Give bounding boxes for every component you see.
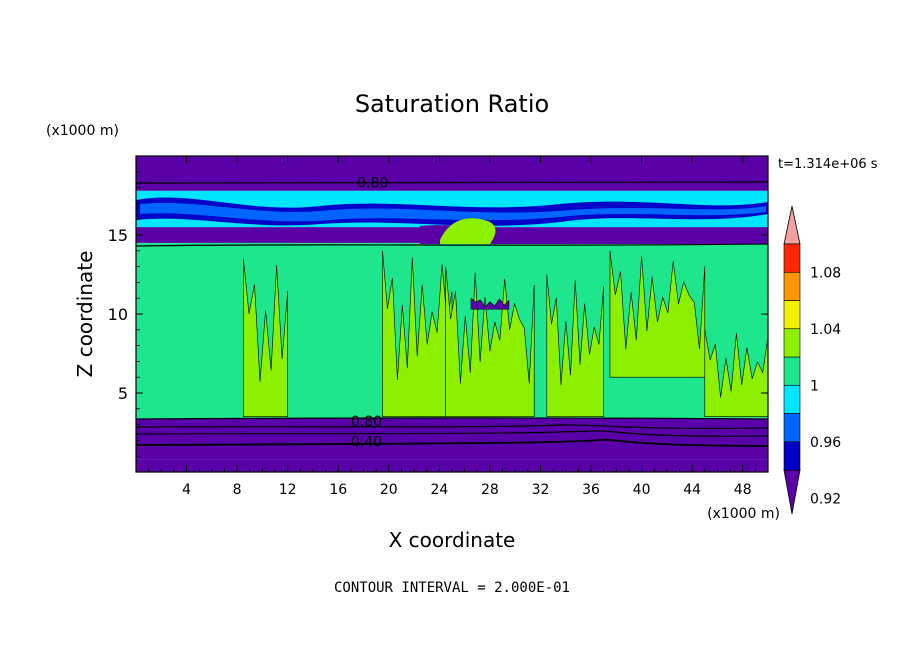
region-2 xyxy=(445,266,535,417)
colorbar-swatch-7 xyxy=(783,271,801,301)
x-tick-label-28: 28 xyxy=(481,482,499,498)
x-axis-label: X coordinate xyxy=(389,528,516,552)
layer-0 xyxy=(136,459,768,472)
colorbar-label-4: 0.92 xyxy=(810,491,841,507)
layer-5 xyxy=(136,156,768,191)
colorbar-label-0: 1.08 xyxy=(810,265,841,281)
colorbar-swatch-1 xyxy=(783,441,801,471)
contour-label-2: 0.40 xyxy=(351,435,382,451)
colorbar-label-1: 1.04 xyxy=(810,322,841,338)
colorbar-swatch-8 xyxy=(783,243,801,273)
cloud-band xyxy=(136,197,768,244)
contour-0-60-bottom xyxy=(136,430,768,437)
colorbar-swatch-6 xyxy=(783,300,801,330)
contour-interval-note: CONTOUR INTERVAL = 2.000E-01 xyxy=(334,580,570,596)
x-tick-label-4: 4 xyxy=(182,482,191,498)
x-tick-label-20: 20 xyxy=(380,482,398,498)
x-tick-label-40: 40 xyxy=(633,482,651,498)
x-unit-label: (x1000 m) xyxy=(707,506,780,522)
region-0 xyxy=(243,258,288,417)
colorbar-swatch-2 xyxy=(783,413,801,443)
contour-1-00-top xyxy=(136,243,768,247)
colorbar-label-3: 0.96 xyxy=(810,435,841,451)
colorbar-label-2: 1 xyxy=(810,378,819,394)
supersaturated-regions xyxy=(243,250,768,417)
colorbar-under-triangle xyxy=(783,469,801,515)
cloud-band-upper-green xyxy=(440,218,496,244)
colorbar-swatch-5 xyxy=(783,328,801,358)
x-tick-label-48: 48 xyxy=(734,482,752,498)
contour-label-1: 0.80 xyxy=(351,414,382,430)
contour-value-labels: 0.80 0.80 0.40 xyxy=(351,175,388,451)
y-axis: 5 10 15 xyxy=(108,171,768,457)
y-tick-label-10: 10 xyxy=(108,305,128,324)
x-tick-label-16: 16 xyxy=(329,482,347,498)
chart-title: Saturation Ratio xyxy=(355,90,549,118)
colorbar-over-triangle xyxy=(783,205,801,245)
contour-1-00-base xyxy=(136,417,768,420)
x-tick-label-24: 24 xyxy=(430,482,448,498)
plot-area: 0.80 0.80 0.40 xyxy=(136,156,768,472)
x-tick-label-44: 44 xyxy=(683,482,701,498)
x-axis: 4 8 12 16 20 24 28 32 36 40 44 48 xyxy=(148,156,756,498)
contour-0-40-bottom xyxy=(136,438,768,447)
contour-0-80-bottom xyxy=(136,424,768,430)
x-tick-label-32: 32 xyxy=(532,482,550,498)
colorbar-swatch-4 xyxy=(783,356,801,386)
layer-1 xyxy=(136,418,768,460)
contour-label-0: 0.80 xyxy=(357,175,388,191)
x-tick-label-8: 8 xyxy=(233,482,242,498)
y-tick-label-5: 5 xyxy=(118,384,128,403)
y-tick-label-15: 15 xyxy=(108,226,128,245)
time-label: t=1.314e+06 s xyxy=(778,157,878,172)
y-unit-label: (x1000 m) xyxy=(46,123,119,139)
cloud-band-purple xyxy=(420,225,768,244)
colorbar-swatch-3 xyxy=(783,384,801,414)
region-6 xyxy=(470,297,510,310)
region-5 xyxy=(704,329,768,417)
x-tick-label-36: 36 xyxy=(582,482,600,498)
contour-0-80-top xyxy=(136,181,768,184)
cloud-band-blue xyxy=(140,202,766,222)
contour-lines xyxy=(136,181,768,447)
x-tick-label-12: 12 xyxy=(279,482,297,498)
region-3 xyxy=(546,274,604,417)
region-4 xyxy=(609,250,706,378)
colorbar: 1.08 1.04 1 0.96 0.92 xyxy=(783,205,841,515)
y-axis-label: Z coordinate xyxy=(73,251,97,378)
